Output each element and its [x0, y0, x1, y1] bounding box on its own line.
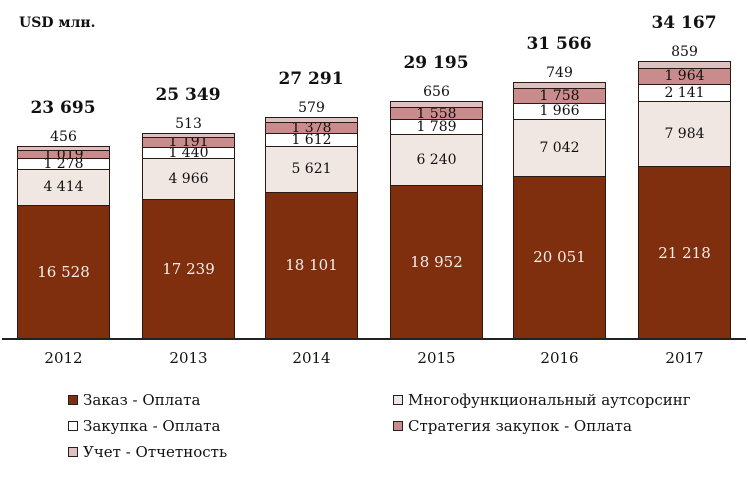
bar-segment	[265, 116, 358, 123]
bar-segment: 1 966	[513, 102, 606, 120]
segment-value-label: 1 612	[291, 131, 332, 148]
legend-swatch-icon	[393, 421, 403, 431]
bar-total-label: 31 566	[526, 34, 592, 55]
segment-value-label: 513	[175, 115, 202, 132]
bar-segment: 1 558	[390, 107, 483, 121]
segment-value-label: 749	[546, 65, 573, 82]
x-axis-tick-label: 2013	[169, 349, 208, 367]
bar-total-label: 34 167	[651, 13, 717, 33]
x-axis-tick-label: 2016	[540, 349, 579, 367]
bar-segment: 1 964	[638, 67, 731, 85]
segment-value-label: 1 019	[43, 146, 84, 163]
legend-item-accounting-reporting: Учет - Отчетность	[68, 443, 227, 461]
bar-segment: 1 019	[17, 146, 110, 163]
segment-value-label: 656	[423, 84, 450, 101]
bar-segment: 21 218	[638, 166, 731, 340]
bar-total-label: 27 291	[278, 68, 344, 89]
legend-item-multifunctional-outsourcing: Многофункциональный аутсорсинг	[393, 391, 691, 409]
segment-value-label: 18 952	[410, 252, 463, 271]
segment-value-label: 6 240	[416, 151, 457, 168]
bar-segment: 7 984	[638, 101, 731, 168]
segment-value-label: 1 966	[539, 103, 580, 120]
legend-swatch-icon	[68, 421, 78, 431]
legend-label: Стратегия закупок - Оплата	[408, 417, 632, 435]
segment-value-label: 859	[671, 44, 698, 60]
bar-segment: 1 191	[142, 134, 235, 151]
bar-segment: 17 239	[142, 198, 235, 340]
bar-segment: 7 042	[513, 118, 606, 177]
segment-value-label: 16 528	[37, 262, 90, 281]
segment-value-label: 5 621	[291, 161, 332, 178]
legend-label: Закупка - Оплата	[83, 417, 221, 435]
segment-value-label: 20 051	[533, 248, 586, 267]
bar-segment: 1 789	[390, 119, 483, 136]
segment-value-label: 18 101	[285, 256, 338, 275]
segment-value-label: 1 964	[664, 68, 705, 85]
bar-total-label: 23 695	[30, 98, 96, 119]
segment-value-label: 1 440	[168, 144, 209, 161]
legend-label: Заказ - Оплата	[83, 391, 201, 409]
unit-label: USD млн.	[19, 15, 96, 31]
bar-segment: 18 952	[390, 184, 483, 340]
bar-segment: 18 101	[265, 191, 358, 340]
legend-item-procurement-strategy: Стратегия закупок - Оплата	[393, 417, 632, 435]
segment-value-label: 7 042	[539, 139, 580, 156]
bar-segment	[142, 132, 235, 138]
segment-value-label: 1 191	[168, 134, 209, 151]
x-axis-line	[2, 338, 746, 340]
legend-label: Учет - Отчетность	[83, 443, 228, 461]
legend-swatch-icon	[393, 395, 403, 405]
bar-segment	[513, 82, 606, 90]
segment-value-label: 7 984	[664, 126, 705, 143]
bar-segment: 20 051	[513, 175, 606, 340]
bar-segment: 1 378	[265, 119, 358, 136]
bar-segment	[17, 146, 110, 151]
x-axis-tick-label: 2017	[665, 349, 704, 367]
bar-segment: 1 758	[513, 87, 606, 104]
bar-segment: 5 621	[265, 145, 358, 193]
stacked-bar-chart: 16 528 4 414 1 278 1 019 456 23 695 17 239 4 96…	[17, 13, 731, 340]
bar-segment: 16 528	[17, 204, 110, 340]
x-axis-tick-label: 2012	[44, 349, 83, 367]
segment-value-label: 4 966	[168, 171, 209, 188]
bar-segment: 6 240	[390, 134, 483, 186]
legend-swatch-icon	[68, 447, 78, 457]
segment-value-label: 4 414	[43, 179, 84, 196]
bar-segment: 4 414	[17, 168, 110, 206]
segment-value-label: 2 141	[664, 85, 705, 102]
segment-value-label: 1 558	[416, 105, 457, 122]
x-axis-tick-label: 2014	[292, 349, 331, 367]
segment-value-label: 1 378	[291, 119, 332, 136]
segment-value-label: 1 278	[43, 155, 84, 172]
bar-total-label: 25 349	[155, 84, 221, 105]
legend-item-order-payment: Заказ - Оплата	[68, 391, 200, 409]
segment-value-label: 1 789	[416, 119, 457, 136]
bar-segment	[638, 61, 731, 69]
x-axis-tick-label: 2015	[417, 349, 456, 367]
segment-value-label: 456	[50, 129, 77, 146]
bar-total-label: 29 195	[403, 53, 469, 74]
segment-value-label: 579	[298, 99, 325, 116]
legend-item-purchase-payment: Закупка - Оплата	[68, 417, 220, 435]
segment-value-label: 1 758	[539, 87, 580, 104]
segment-value-label: 21 218	[658, 243, 711, 262]
bar-segment: 2 141	[638, 83, 731, 103]
bar-segment: 4 966	[142, 158, 235, 200]
bar-segment	[390, 101, 483, 108]
legend-swatch-icon	[68, 395, 78, 405]
legend-label: Многофункциональный аутсорсинг	[408, 391, 691, 409]
segment-value-label: 17 239	[162, 259, 215, 278]
